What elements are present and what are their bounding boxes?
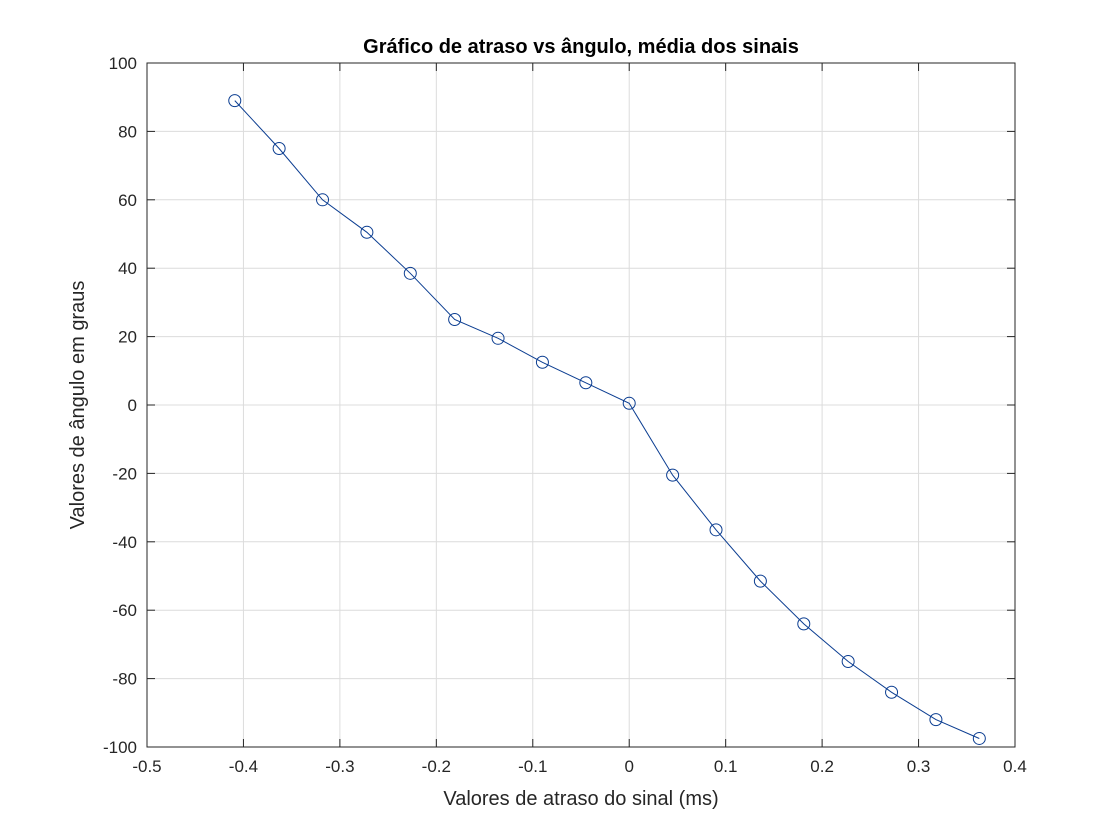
data-point-marker — [885, 685, 899, 699]
y-tick-label: 0 — [128, 396, 137, 415]
data-point-marker — [316, 193, 330, 207]
y-tick-label: -20 — [112, 464, 137, 483]
data-point-marker — [929, 713, 943, 727]
data-point-marker — [622, 396, 636, 410]
data-point-marker — [491, 331, 505, 345]
y-tick-label: -60 — [112, 601, 137, 620]
x-axis-label: Valores de atraso do sinal (ms) — [443, 788, 718, 810]
x-tick-label: 0.3 — [907, 757, 931, 776]
x-tick-label: -0.5 — [132, 757, 161, 776]
x-tick-label: 0 — [624, 757, 633, 776]
x-tick-label: -0.1 — [518, 757, 547, 776]
x-tick-label: -0.2 — [422, 757, 451, 776]
x-tick-label: -0.4 — [229, 757, 258, 776]
y-tick-label: -40 — [112, 533, 137, 552]
data-point-marker — [403, 266, 417, 280]
y-tick-label: -80 — [112, 670, 137, 689]
chart-title: Gráfico de atraso vs ângulo, média dos s… — [363, 36, 799, 58]
y-tick-label: -100 — [103, 738, 137, 757]
data-point-marker — [797, 617, 811, 631]
data-series — [228, 94, 986, 745]
y-tick-label: 100 — [109, 54, 137, 73]
data-point-marker — [972, 731, 986, 745]
data-point-marker — [841, 655, 855, 668]
y-axis-label: Valores de ângulo em graus — [67, 281, 89, 530]
data-point-marker — [448, 313, 462, 326]
data-point-marker — [272, 142, 286, 155]
axis-ticks: -0.5 -0.4 -0.3 -0.2 -0.1 0 0.1 0.2 0.3 0.4 -100 -80… — [103, 54, 1027, 776]
x-tick-label: 0.4 — [1003, 757, 1027, 776]
data-point-marker — [753, 574, 767, 588]
x-tick-label: 0.1 — [714, 757, 738, 776]
data-point-marker — [579, 376, 593, 390]
series-line — [234, 100, 980, 739]
x-tick-label: 0.2 — [810, 757, 834, 776]
data-point-marker — [709, 523, 723, 537]
x-tick-label: -0.3 — [325, 757, 354, 776]
data-point-marker — [228, 94, 242, 108]
y-tick-label: 40 — [118, 259, 137, 278]
y-tick-label: 80 — [118, 122, 137, 141]
data-point-marker — [666, 468, 680, 482]
y-tick-label: 60 — [118, 191, 137, 210]
y-tick-label: 20 — [118, 328, 137, 347]
data-point-marker — [360, 225, 374, 239]
data-point-marker — [535, 355, 549, 369]
